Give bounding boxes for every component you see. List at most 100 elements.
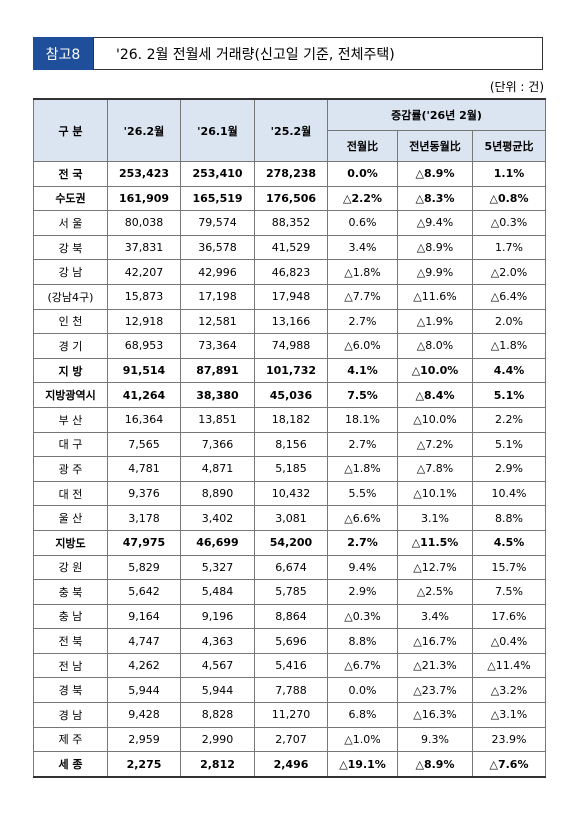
table: 구 분 '26.2월 '26.1월 '25.2월 증감률('26년 2월) 전월比 전년동… [33,98,546,778]
cell: 7,565 [107,431,181,458]
row-label: 지 방 [33,357,108,384]
table-row: 강 북 37,831 36,578 41,529 3.4% △8.9% 1.7% [33,234,546,261]
cell: △9.9% [397,259,473,285]
cell: 6.8% [327,702,398,728]
cell: 36,578 [180,234,255,261]
cell: △0.8% [472,185,546,212]
cell: 5,484 [180,579,255,605]
cell: 88,352 [254,210,328,236]
cell: 0.0% [327,161,398,187]
row-label: 지방도 [33,529,108,556]
cell: 3.1% [397,505,473,531]
cell: △10.0% [397,357,473,384]
table-row: 부 산 16,364 13,851 18,182 18.1% △10.0% 2.2% [33,406,546,433]
cell: 3,178 [107,505,181,531]
cell: △8.0% [397,333,473,359]
cell: △1.9% [397,308,473,335]
cell: △3.1% [472,702,546,728]
cell: 161,909 [107,185,181,212]
cell: △8.9% [397,161,473,187]
cell: △7.8% [397,456,473,482]
cell: 9.3% [397,726,473,753]
row-label: (강남4구) [33,283,108,310]
group-header: 증감률('26년 2월) [327,98,546,131]
table-row: 제 주 2,959 2,990 2,707 △1.0% 9.3% 23.9% [33,726,546,753]
cell: 4.1% [327,357,398,384]
row-label: 전 북 [33,628,108,654]
cell: 13,851 [180,406,255,433]
row-label: 경 남 [33,702,108,728]
cell: 11,270 [254,702,328,728]
cell: 101,732 [254,357,328,384]
cell: △1.8% [327,259,398,285]
cell: △16.7% [397,628,473,654]
cell: 4,567 [180,652,255,679]
row-label: 세 종 [33,751,108,778]
cell: △11.5% [397,529,473,556]
table-row: 광 주 4,781 4,871 5,185 △1.8% △7.8% 2.9% [33,456,546,482]
cell: △0.4% [472,628,546,654]
cell: 17.6% [472,603,546,630]
row-label: 충 북 [33,579,108,605]
sub-column-header: 전월比 [327,130,398,162]
cell: 8.8% [327,628,398,654]
cell: 2.0% [472,308,546,335]
row-label: 서 울 [33,210,108,236]
title: '26. 2월 전월세 거래량(신고일 기준, 전체주택) [93,37,543,70]
cell: △8.9% [397,234,473,261]
cell: 87,891 [180,357,255,384]
cell: 7.5% [327,382,398,408]
cell: 7,366 [180,431,255,458]
cell: 6,674 [254,554,328,581]
cell: 5,416 [254,652,328,679]
cell: 2,707 [254,726,328,753]
cell: 47,975 [107,529,181,556]
cell: 2.9% [327,579,398,605]
cell: 2,812 [180,751,255,778]
table-row: (강남4구) 15,873 17,198 17,948 △7.7% △11.6% △6.4% [33,283,546,310]
cell: △19.1% [327,751,398,778]
cell: 2.7% [327,431,398,458]
row-label: 충 남 [33,603,108,630]
cell: 46,823 [254,259,328,285]
cell: 2.2% [472,406,546,433]
column-header: '26.2월 [107,98,181,162]
row-label: 수도권 [33,185,108,212]
cell: 41,264 [107,382,181,408]
table-row: 지방광역시 41,264 38,380 45,036 7.5% △8.4% 5.1% [33,382,546,408]
cell: 5.1% [472,431,546,458]
cell: 1.7% [472,234,546,261]
row-label: 광 주 [33,456,108,482]
cell: 38,380 [180,382,255,408]
cell: 18.1% [327,406,398,433]
cell: △7.6% [472,751,546,778]
cell: 9,428 [107,702,181,728]
table-row: 강 남 42,207 42,996 46,823 △1.8% △9.9% △2.0% [33,259,546,285]
cell: △9.4% [397,210,473,236]
cell: △3.2% [472,677,546,704]
cell: △7.7% [327,283,398,310]
cell: 4,262 [107,652,181,679]
cell: 91,514 [107,357,181,384]
cell: △12.7% [397,554,473,581]
cell: 79,574 [180,210,255,236]
table-row: 세 종 2,275 2,812 2,496 △19.1% △8.9% △7.6% [33,751,546,778]
cell: 23.9% [472,726,546,753]
cell: 5,185 [254,456,328,482]
column-header: '26.1월 [180,98,255,162]
cell: 8.8% [472,505,546,531]
cell: △1.8% [472,333,546,359]
cell: 37,831 [107,234,181,261]
cell: 4,781 [107,456,181,482]
cell: △7.2% [397,431,473,458]
cell: 4.5% [472,529,546,556]
cell: △1.0% [327,726,398,753]
cell: 2,275 [107,751,181,778]
sub-column-header: 전년동월比 [397,130,473,162]
table-row: 충 남 9,164 9,196 8,864 △0.3% 3.4% 17.6% [33,603,546,630]
cell: △10.0% [397,406,473,433]
cell: 74,988 [254,333,328,359]
table-row: 서 울 80,038 79,574 88,352 0.6% △9.4% △0.3% [33,210,546,236]
row-label: 경 기 [33,333,108,359]
cell: △16.3% [397,702,473,728]
